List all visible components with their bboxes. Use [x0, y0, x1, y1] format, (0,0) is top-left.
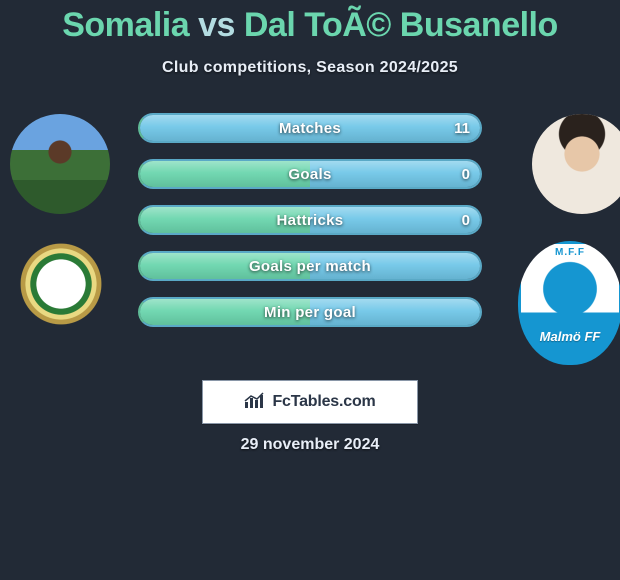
title-right: Dal ToÃ© Busanello [244, 6, 558, 44]
club-left-logo [18, 241, 104, 327]
stat-bar: Goals per match [138, 251, 482, 281]
page-title: Somalia vs Dal ToÃ© Busanello [0, 0, 620, 45]
bar-label: Matches [140, 115, 480, 141]
title-left: Somalia [62, 6, 189, 44]
bar-value-right: 0 [462, 161, 470, 187]
bar-label: Hattricks [140, 207, 480, 233]
date-line: 29 november 2024 [0, 436, 620, 454]
bar-label: Goals [140, 161, 480, 187]
club-right-logo: M.F.F Malmö FF [518, 241, 620, 365]
player-left-avatar [10, 114, 110, 214]
stat-bar: Hattricks0 [138, 205, 482, 235]
club-right-top-text: M.F.F [518, 247, 620, 258]
player-right-avatar [532, 114, 620, 214]
brand-box: FcTables.com [202, 380, 418, 424]
club-right-label: Malmö FF [540, 329, 601, 344]
bar-value-right: 0 [462, 207, 470, 233]
title-vs: vs [198, 6, 235, 44]
stat-bars: Matches11Goals0Hattricks0Goals per match… [138, 113, 482, 343]
stat-bar: Matches11 [138, 113, 482, 143]
bar-value-right: 11 [454, 115, 470, 141]
brand-text: FcTables.com [272, 393, 375, 411]
chart-icon [244, 391, 266, 414]
subtitle: Club competitions, Season 2024/2025 [0, 59, 620, 77]
bar-label: Min per goal [140, 299, 480, 325]
stat-bar: Goals0 [138, 159, 482, 189]
stat-bar: Min per goal [138, 297, 482, 327]
bar-label: Goals per match [140, 253, 480, 279]
comparison-panel: M.F.F Malmö FF Matches11Goals0Hattricks0… [0, 113, 620, 373]
